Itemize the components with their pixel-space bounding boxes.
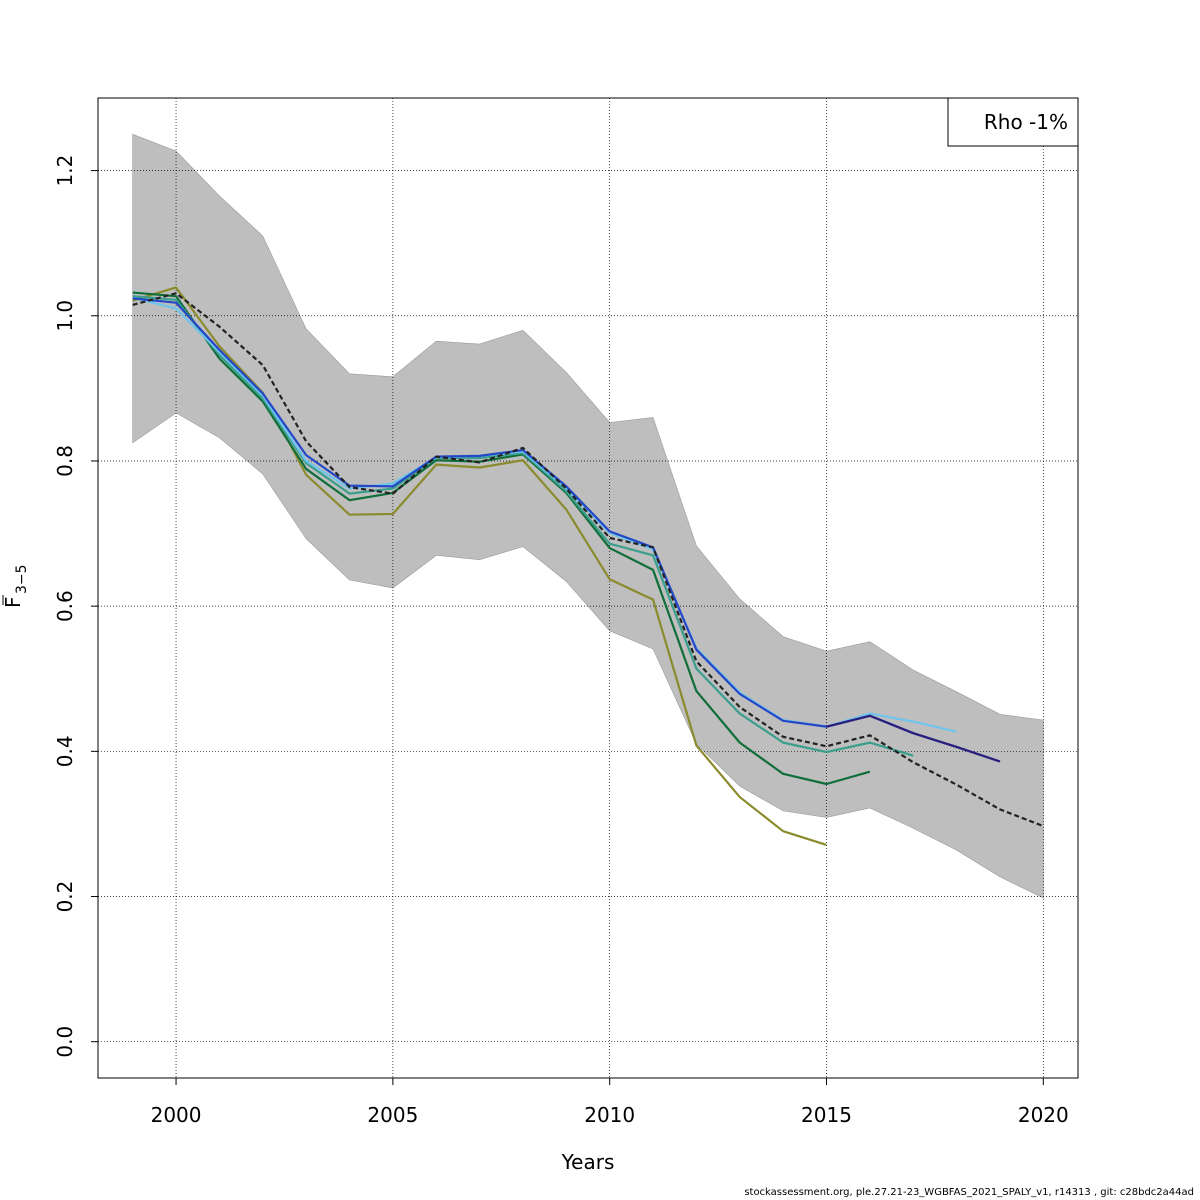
x-tick-label: 2020 [1018,1103,1069,1127]
x-tick-label: 2015 [801,1103,852,1127]
legend-box [947,97,1079,147]
x-tick-label: 2000 [151,1103,202,1127]
series-line-1 [132,286,827,847]
axes: 2000 2005 2010 2015 2020 0.0 0.2 0.4 0.6 0.8 1.0 1.… [53,155,1069,1127]
series-line-7 [132,292,1044,828]
x-axis-title: Years [561,1150,615,1174]
series-lines [132,286,1044,847]
y-tick-label: 0.2 [53,881,77,913]
y-tick-label: 1.2 [53,155,77,187]
y-tick-label: 0.6 [53,590,77,622]
plot-frame [97,97,1079,1079]
y-tick-label: 0.4 [53,735,77,767]
y-axis-title-sub: 3−5 [14,564,30,594]
x-tick-label: 2005 [367,1103,418,1127]
footer-text: stockassessment.org, ple.27.21-23_WGBFAS… [744,1187,1194,1198]
y-tick-label: 0.0 [53,1026,77,1058]
series-line-3 [132,295,914,757]
series-line-6 [826,714,1001,763]
grid [98,98,1078,1078]
y-axis-title-main: F [1,596,25,608]
y-axis-title: F 3−5 [1,564,30,608]
legend: Rho -1% [947,97,1079,147]
legend-text: Rho -1% [984,110,1068,134]
y-tick-label: 1.0 [53,300,77,332]
x-tick-label: 2010 [584,1103,635,1127]
y-tick-label: 0.8 [53,445,77,477]
series-line-2 [132,291,871,786]
